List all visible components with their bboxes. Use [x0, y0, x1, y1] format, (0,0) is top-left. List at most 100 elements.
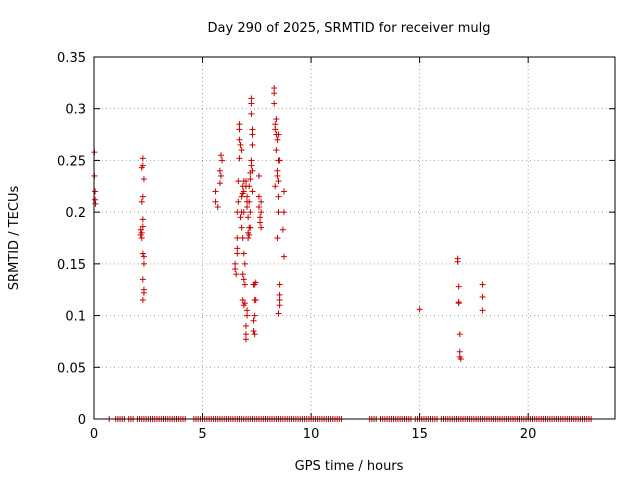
- data-point: [241, 300, 248, 307]
- data-point: [139, 250, 146, 257]
- data-point: [276, 281, 283, 288]
- data-point: [244, 312, 251, 319]
- data-point: [248, 95, 255, 102]
- data-point: [139, 216, 146, 223]
- data-point: [247, 224, 254, 231]
- data-point: [280, 209, 287, 216]
- axis-ticks: [93, 56, 615, 420]
- data-point: [247, 176, 254, 183]
- data-point: [238, 193, 245, 200]
- data-point: [240, 209, 247, 216]
- data-point: [92, 200, 99, 207]
- data-point: [234, 235, 241, 241]
- x-tick-labels: 0 5 10 15 20: [90, 427, 537, 442]
- data-point: [245, 235, 252, 241]
- x-tick-label: 5: [198, 427, 206, 442]
- data-point: [275, 178, 282, 185]
- data-point: [275, 209, 282, 216]
- data-point: [272, 126, 279, 133]
- data-point: [239, 235, 246, 241]
- data-point: [273, 116, 280, 123]
- data-point: [276, 291, 283, 298]
- data-point: [255, 203, 262, 210]
- x-tick-label: 0: [90, 427, 98, 442]
- data-point: [236, 126, 243, 133]
- data-point: [92, 188, 99, 195]
- data-point: [244, 203, 251, 210]
- data-point: [139, 193, 146, 200]
- data-point: [479, 293, 486, 300]
- data-point: [240, 250, 247, 257]
- data-point: [246, 231, 253, 238]
- data-point: [258, 198, 265, 205]
- data-point: [217, 172, 224, 179]
- x-tick-label: 20: [520, 427, 537, 442]
- data-point: [274, 167, 281, 174]
- data-point: [246, 183, 253, 190]
- data-point: [276, 297, 283, 304]
- data-point: [279, 226, 286, 233]
- data-point: [140, 260, 147, 267]
- data-point: [235, 178, 242, 185]
- data-point: [271, 85, 278, 92]
- data-point: [140, 289, 147, 296]
- data-point: [139, 223, 146, 230]
- data-point: [245, 214, 252, 221]
- data-point: [280, 253, 287, 260]
- data-point: [234, 245, 241, 252]
- data-point: [242, 336, 249, 343]
- data-point: [272, 121, 279, 128]
- data-point: [139, 276, 146, 283]
- data-point: [240, 276, 247, 283]
- data-point: [456, 348, 463, 355]
- data-point: [137, 226, 144, 233]
- data-point: [212, 188, 219, 195]
- data-point: [416, 306, 423, 313]
- data-point: [239, 297, 246, 304]
- x-tick-label: 15: [411, 427, 428, 442]
- data-point: [276, 302, 283, 309]
- data-point: [280, 188, 287, 195]
- chart-title: Day 290 of 2025, SRMTID for receiver mul…: [208, 21, 491, 36]
- data-point: [258, 209, 265, 216]
- data-point: [479, 307, 486, 314]
- data-point: [275, 193, 282, 200]
- plot-frame: [93, 56, 616, 420]
- data-point: [257, 219, 264, 226]
- data-point: [274, 172, 281, 179]
- data-point: [238, 147, 245, 154]
- data-point: [139, 297, 146, 304]
- data-point: [250, 328, 257, 335]
- data-point: [249, 188, 256, 195]
- data-point: [234, 250, 241, 257]
- data-point: [258, 224, 265, 231]
- data-point: [247, 209, 254, 216]
- data-point: [244, 193, 251, 200]
- y-tick-label: 0.1: [65, 310, 86, 325]
- data-point: [257, 214, 264, 221]
- data-point: [212, 198, 219, 205]
- data-point: [248, 162, 255, 169]
- data-point: [237, 214, 244, 221]
- data-point: [140, 176, 147, 183]
- data-point: [233, 271, 240, 278]
- data-point: [248, 100, 255, 107]
- data-point: [239, 271, 246, 278]
- data-point: [455, 300, 462, 307]
- data-point: [236, 155, 243, 162]
- data-point: [235, 198, 242, 205]
- data-point: [219, 157, 226, 164]
- data-point: [244, 307, 251, 314]
- data-point: [272, 183, 279, 190]
- data-point: [457, 356, 464, 363]
- data-point: [251, 331, 258, 338]
- data-point: [238, 224, 245, 231]
- data-point: [138, 198, 145, 205]
- grid: [94, 57, 615, 419]
- y-tick-label: 0.05: [57, 361, 86, 376]
- data-point: [232, 266, 239, 273]
- data-point: [456, 331, 463, 338]
- data-point: [252, 297, 259, 304]
- y-tick-label: 0.25: [57, 154, 86, 169]
